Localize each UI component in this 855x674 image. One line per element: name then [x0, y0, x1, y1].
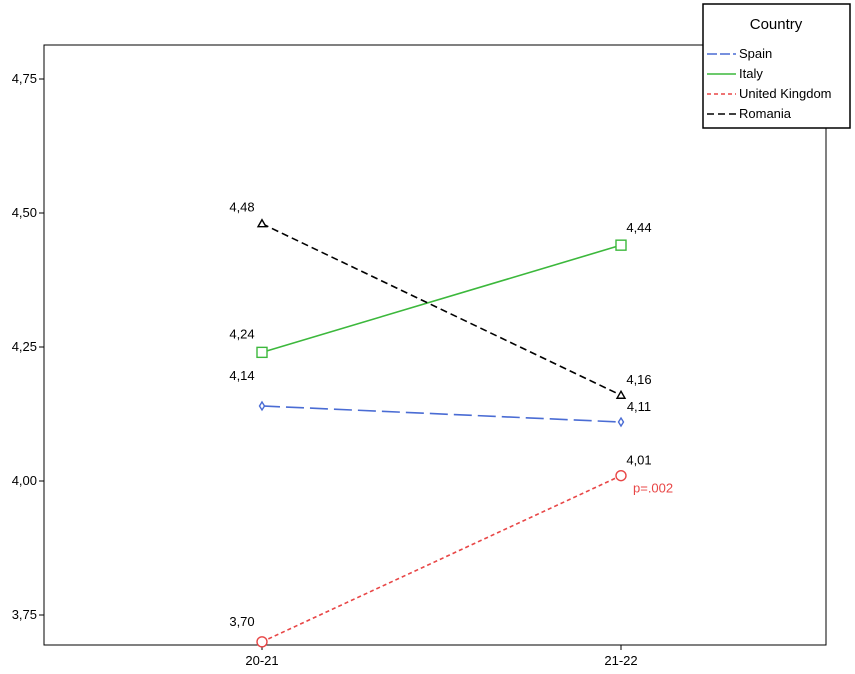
point-marker	[615, 389, 627, 399]
legend-label: Spain	[739, 46, 772, 61]
y-tick-label: 4,25	[12, 339, 37, 354]
data-label: 4,16	[626, 372, 651, 387]
y-tick-label: 4,75	[12, 71, 37, 86]
legend-box	[702, 3, 851, 129]
data-labels: 4,14 4,11 4,24 4,44 3,70 4,01 4,48 4,16 p=.002	[229, 200, 673, 629]
legend-item: Italy	[707, 66, 763, 81]
legend-item: United Kingdom	[707, 86, 832, 101]
x-tick-label: 20-21	[245, 653, 278, 668]
data-label: 4,11	[627, 399, 651, 414]
data-label: 4,24	[229, 326, 254, 341]
series-line	[261, 405, 622, 423]
y-tick-label: 3,75	[12, 607, 37, 622]
series-line	[261, 244, 622, 354]
legend: Country Spain Italy United Kingdom Romania	[702, 3, 851, 129]
legend-label: Italy	[739, 66, 763, 81]
y-tick-label: 4,50	[12, 205, 37, 220]
series-united-kingdom	[256, 469, 627, 648]
legend-label: United Kingdom	[739, 86, 832, 101]
legend-title: Country	[750, 16, 803, 33]
x-tick-label: 21-22	[604, 653, 637, 668]
data-label: 4,48	[229, 200, 254, 215]
p-value-annotation: p=.002	[633, 481, 673, 496]
plot-frame	[43, 44, 827, 646]
point-marker	[256, 346, 268, 359]
data-label: 3,70	[229, 614, 254, 629]
axes: 3,75 4,00 4,25 4,50 4,75 20-21 21-22	[12, 44, 827, 668]
point-marker	[256, 636, 268, 648]
y-tick-label: 4,00	[12, 473, 37, 488]
point-marker	[256, 218, 268, 228]
series-romania	[256, 218, 627, 399]
point-marker	[615, 239, 627, 251]
legend-item: Romania	[707, 106, 792, 121]
series-spain	[258, 400, 625, 428]
data-label: 4,14	[229, 368, 254, 383]
point-marker	[258, 400, 266, 412]
legend-item: Spain	[707, 46, 772, 61]
data-label: 4,01	[626, 453, 651, 468]
point-marker	[617, 416, 625, 428]
data-label: 4,44	[626, 220, 651, 235]
point-marker	[615, 469, 627, 482]
legend-label: Romania	[739, 106, 792, 121]
series-italy	[256, 239, 627, 359]
series-line	[261, 222, 622, 396]
series-line	[261, 474, 622, 643]
series-layer	[256, 218, 627, 648]
